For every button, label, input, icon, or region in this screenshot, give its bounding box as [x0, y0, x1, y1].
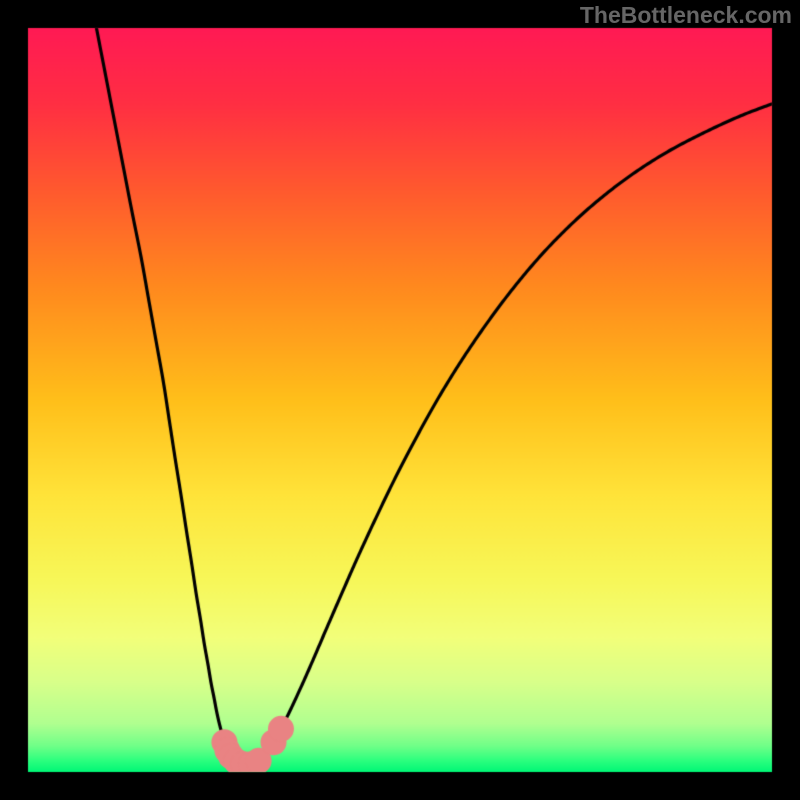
- chart-plot-canvas: [0, 0, 800, 800]
- chart-root: TheBottleneck.com: [0, 0, 800, 800]
